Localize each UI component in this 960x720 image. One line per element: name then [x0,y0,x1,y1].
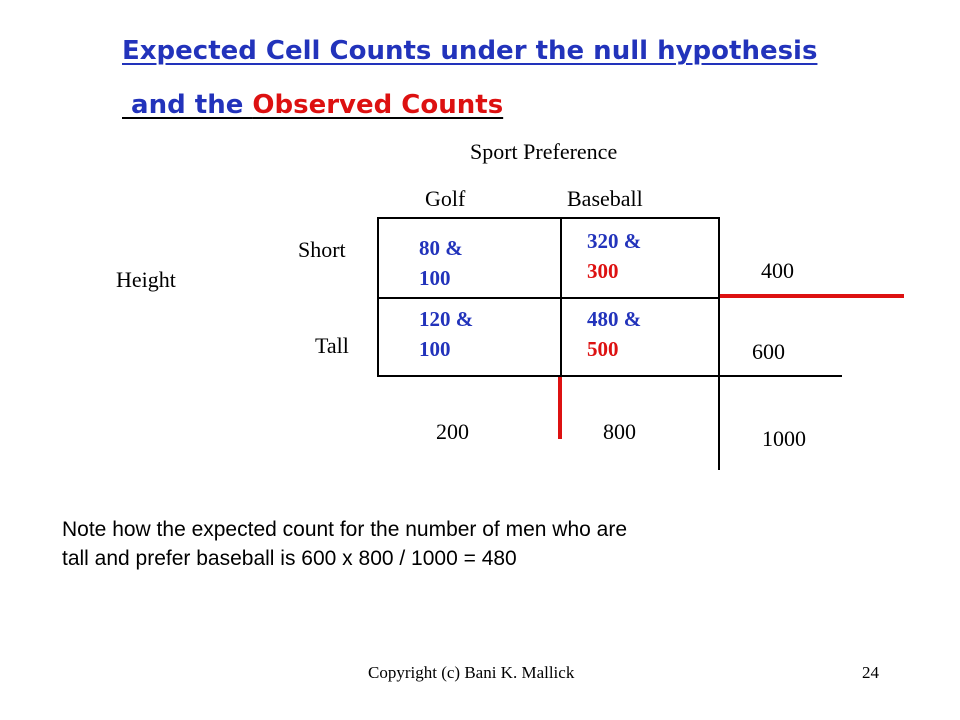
note-line1: Note how the expected count for the numb… [62,518,628,541]
cell-expected: 120 & [419,307,474,331]
column-label-baseball: Baseball [567,186,643,211]
note-text: Note how the expected count for the numb… [62,515,627,573]
column-label-golf: Golf [425,186,466,211]
grid-center-line [560,217,562,377]
cell-observed: 500 [587,337,619,361]
column-total-golf: 200 [436,419,469,444]
page-number: 24 [862,663,879,682]
grand-total: 1000 [762,426,806,451]
cell-observed: 100 [419,337,451,361]
row-header: Height [116,267,176,292]
row-total-red-line [720,294,904,298]
title-prefix: and the [122,90,253,120]
cell-expected: 320 & [587,229,642,253]
grid-top-line [377,217,720,219]
cell-expected: 80 & [419,236,463,260]
grid-middle-line [377,297,720,299]
column-header: Sport Preference [470,139,618,164]
row-label-tall: Tall [315,333,349,358]
row-total-short: 400 [761,258,794,283]
note-line2: tall and prefer baseball is 600 x 800 / … [62,547,517,570]
grid-bottom-line [377,375,842,377]
slide-title-line2: and the Observed Counts [122,90,503,120]
cell-short-baseball: 320 & 300 [587,226,641,286]
row-total-tall: 600 [752,339,785,364]
cell-expected: 480 & [587,307,642,331]
slide-title-line1: Expected Cell Counts under the null hypo… [122,36,818,66]
cell-observed: 100 [419,266,451,290]
cell-short-golf: 80 & 100 [419,233,463,293]
footer-copyright: Copyright (c) Bani K. Mallick [368,663,575,682]
cell-tall-baseball: 480 & 500 [587,304,641,364]
grid-right-line [718,217,720,470]
column-total-red-line [558,377,562,439]
title-highlight: Observed Counts [252,90,504,120]
cell-tall-golf: 120 & 100 [419,304,473,364]
cell-observed: 300 [587,259,619,283]
row-label-short: Short [298,237,346,262]
column-total-baseball: 800 [603,419,636,444]
